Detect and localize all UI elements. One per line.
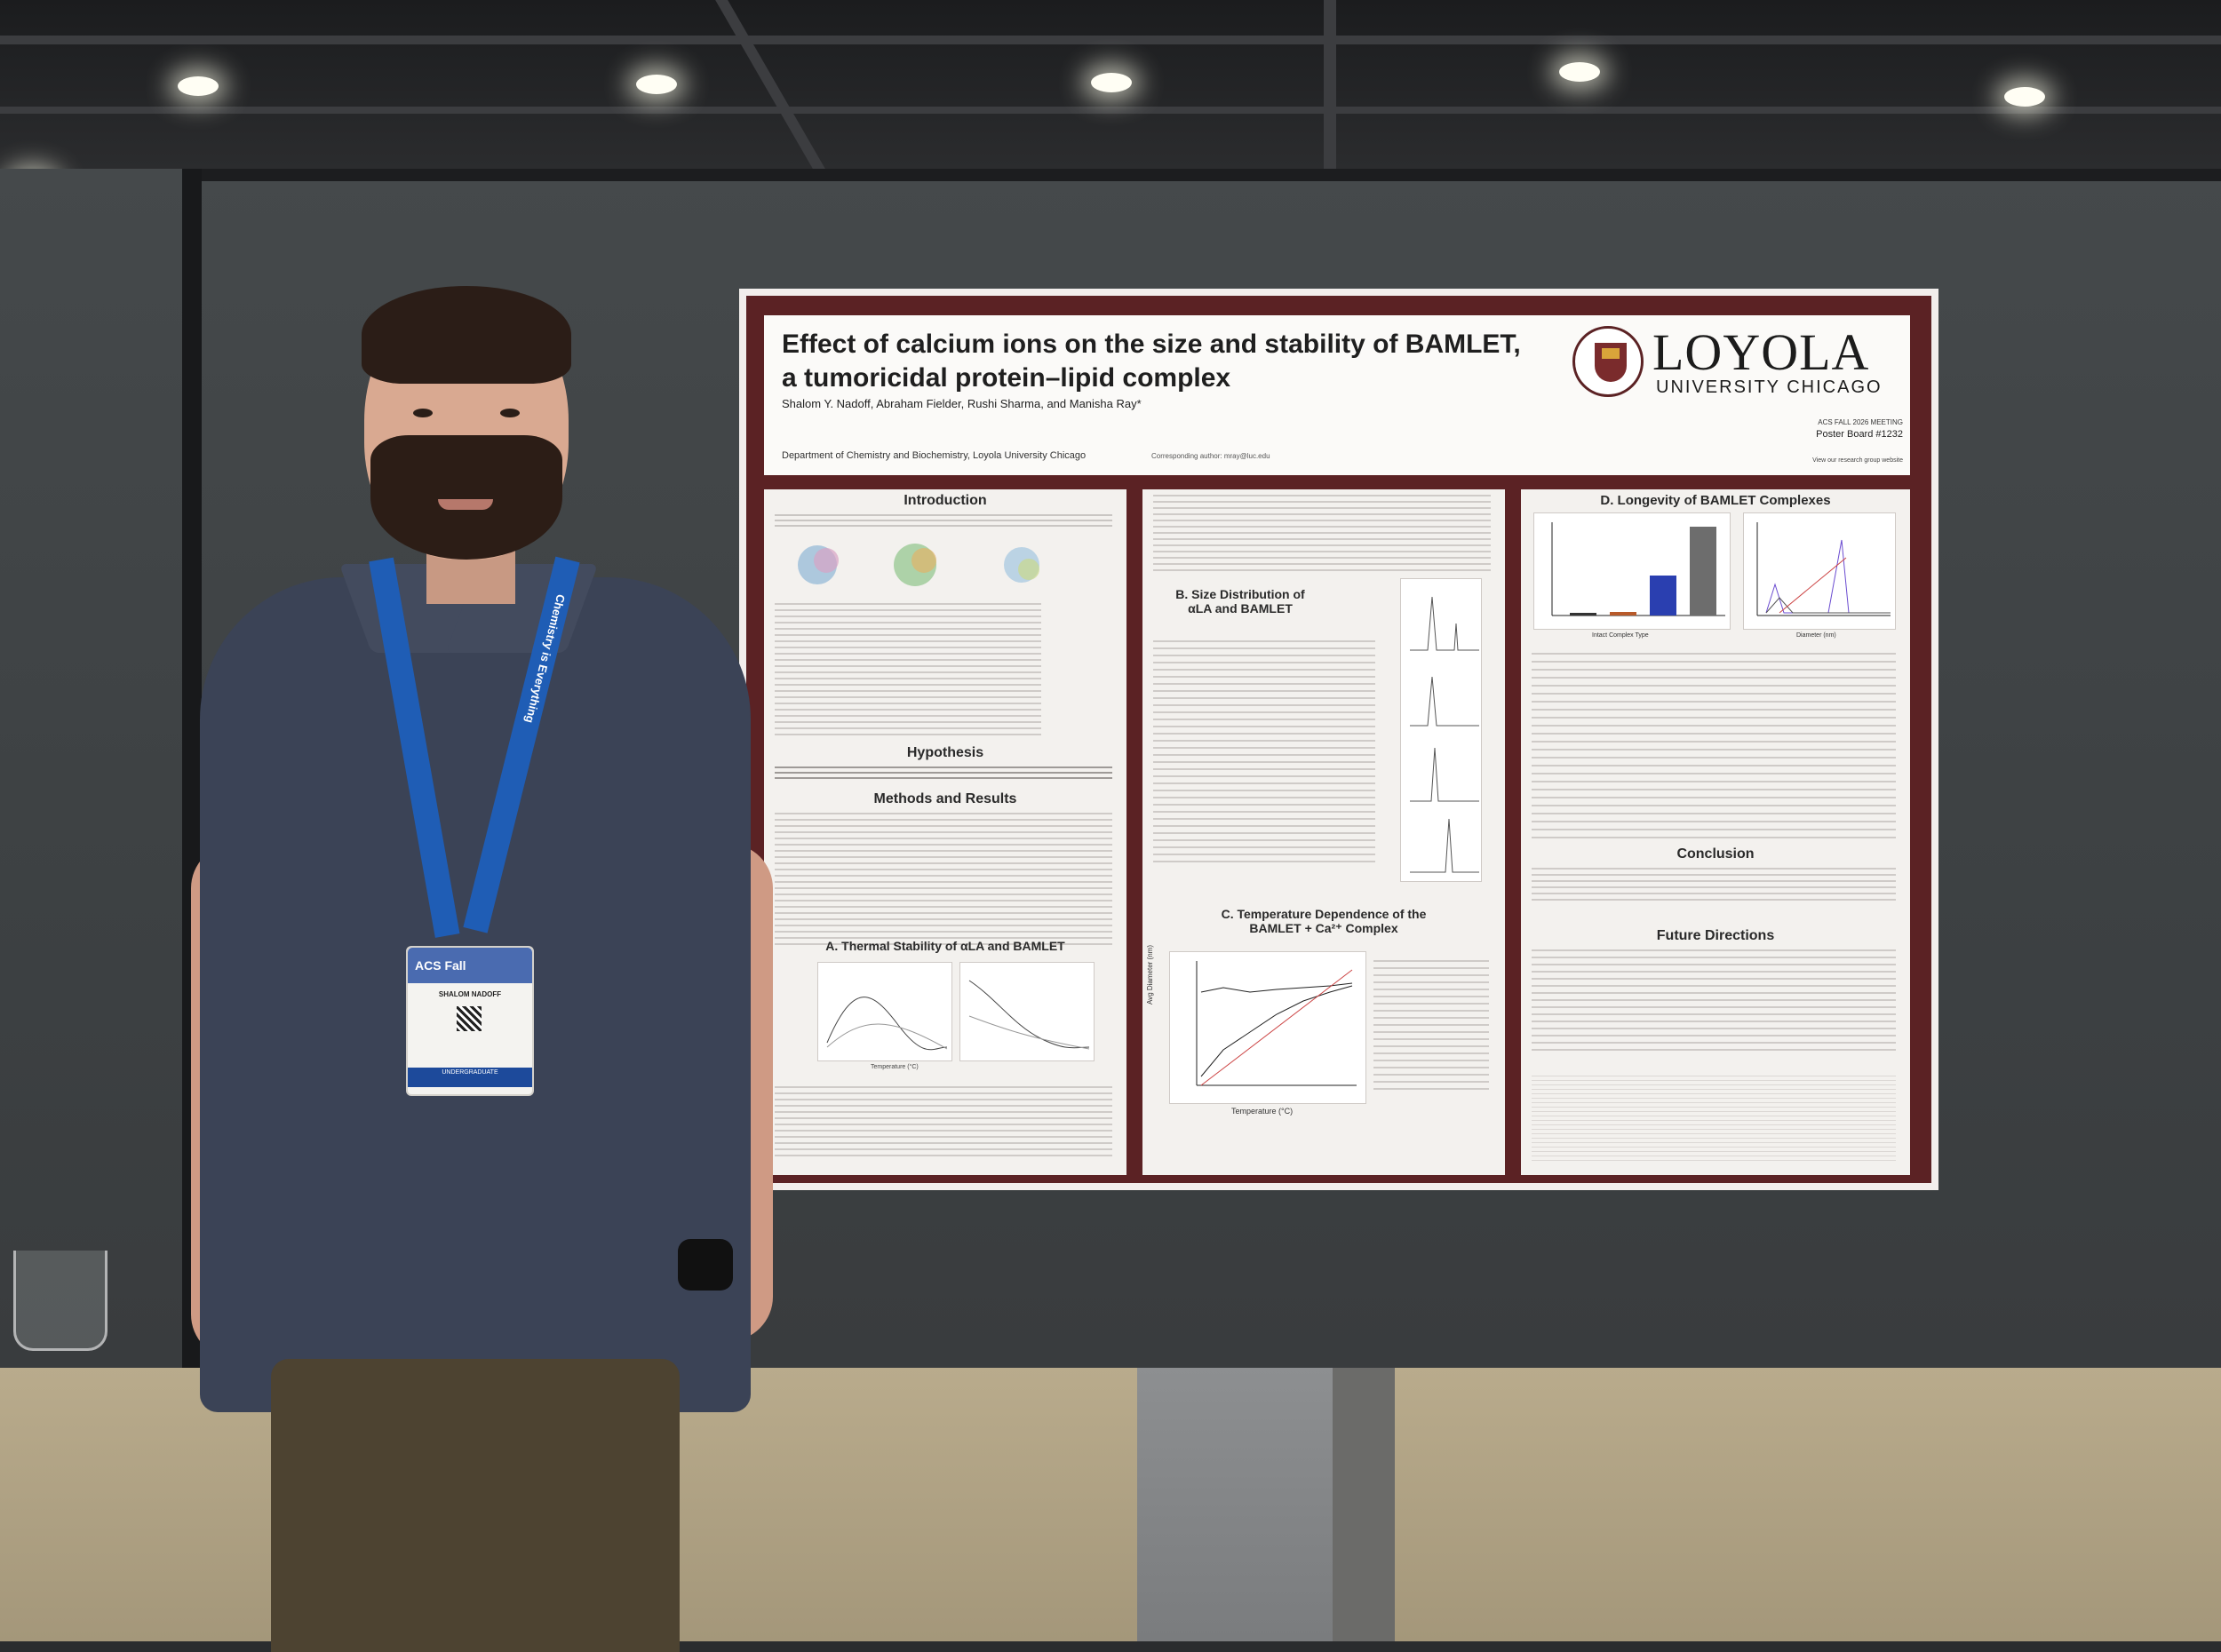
heading-line: C. Temperature Dependence of the	[1221, 907, 1427, 921]
qr-code-icon	[457, 1006, 482, 1031]
longevity-bar-plot	[1551, 522, 1725, 616]
ceiling-light	[1559, 62, 1600, 82]
presenter: Chemistry is Everything ACS Fall SHALOM …	[173, 286, 777, 1652]
longevity-line-chart	[1743, 512, 1896, 630]
thermal-curve-plot	[968, 980, 1090, 1050]
body-text-block	[1373, 960, 1489, 1093]
ceiling-light	[178, 76, 219, 96]
website-hint: View our research group website	[1812, 457, 1903, 464]
section-heading-conclusion: Conclusion	[1676, 846, 1755, 862]
poster-column-3: D. Longevity of BAMLET Complexes Intact …	[1521, 489, 1910, 1175]
diameter-axis-label: Diameter (nm)	[1796, 632, 1836, 639]
university-wordmark: LOYOLA	[1652, 323, 1870, 381]
poster-header: Effect of calcium ions on the size and s…	[764, 315, 1910, 475]
university-subtitle: UNIVERSITY CHICAGO	[1656, 377, 1883, 397]
title-line-1: Effect of calcium ions on the size and s…	[782, 330, 1521, 359]
avg-diameter-axis-label: Avg Diameter (nm)	[1146, 945, 1154, 1005]
plastic-cup	[13, 1251, 107, 1351]
poster-affiliation: Department of Chemistry and Biochemistry…	[782, 450, 1087, 461]
body-text-block	[1532, 949, 1896, 1056]
body-text-block	[775, 603, 1041, 736]
ceiling-beam	[715, 0, 825, 169]
eye	[500, 409, 520, 417]
badge-role: UNDERGRADUATE	[408, 1068, 532, 1087]
eye	[413, 409, 433, 417]
ceiling-beam	[1324, 0, 1336, 169]
section-heading-size-distribution: B. Size Distribution of αLA and BAMLET	[1142, 587, 1338, 616]
thermal-axis-label: Temperature (°C)	[871, 1064, 919, 1070]
corresponding-author: Corresponding author: mray@luc.edu	[1151, 452, 1270, 460]
ceiling	[0, 0, 2221, 194]
heading-line: BAMLET + Ca²⁺ Complex	[1249, 921, 1398, 935]
meeting-name: ACS FALL 2026 MEETING	[1818, 418, 1903, 426]
wristwatch-icon	[678, 1239, 733, 1291]
ceiling-beam	[0, 107, 2221, 114]
body-text-block	[775, 813, 1112, 946]
research-poster: Effect of calcium ions on the size and s…	[739, 289, 1938, 1190]
poster-title: Effect of calcium ions on the size and s…	[782, 328, 1564, 395]
seal-shield-stripe	[1602, 348, 1620, 359]
section-heading-thermal: A. Thermal Stability of αLA and BAMLET	[825, 939, 1065, 953]
references-block	[1532, 1076, 1896, 1164]
poster-authors: Shalom Y. Nadoff, Abraham Fielder, Rushi…	[782, 397, 1142, 410]
section-heading-longevity: D. Longevity of BAMLET Complexes	[1600, 493, 1831, 508]
intact-complex-axis-label: Intact Complex Type	[1592, 632, 1649, 639]
beard	[370, 435, 562, 560]
longevity-bar-chart	[1533, 512, 1731, 630]
floor-strip	[1333, 1368, 1395, 1641]
title-line-2: a tumoricidal protein–lipid complex	[782, 363, 1231, 393]
thermal-curve-plot	[826, 997, 948, 1051]
body-text-block	[775, 1086, 1112, 1157]
body-text-block	[1153, 495, 1491, 575]
temperature-diameter-chart	[1169, 951, 1366, 1104]
thermal-stability-chart-1	[817, 962, 952, 1061]
ceiling-light	[636, 75, 677, 94]
university-seal-icon	[1572, 326, 1644, 397]
thermal-stability-chart-2	[959, 962, 1095, 1061]
badge-name: SHALOM NADOFF	[438, 990, 502, 998]
size-distribution-chart	[1400, 578, 1482, 882]
body-text-block	[775, 766, 1112, 779]
section-heading-temperature: C. Temperature Dependence of the BAMLET …	[1142, 907, 1505, 936]
body-text-block	[775, 514, 1112, 530]
poster-board-number: Poster Board #1232	[1816, 429, 1903, 440]
poster-board-frame	[182, 169, 2221, 1363]
mouth	[438, 499, 493, 510]
heading-line: B. Size Distribution of	[1175, 587, 1305, 601]
hair	[362, 286, 571, 384]
floor-strip	[1137, 1368, 1333, 1641]
protein-structure-images	[798, 544, 1039, 586]
pants	[271, 1359, 680, 1652]
ceiling-light	[2004, 87, 2045, 107]
temperature-axis-label: Temperature (°C)	[1231, 1107, 1294, 1116]
body-text-block	[1153, 640, 1375, 862]
name-badge: ACS Fall SHALOM NADOFF UNDERGRADUATE	[406, 946, 534, 1096]
size-distribution-plot	[1410, 596, 1479, 873]
poster-column-2: B. Size Distribution of αLA and BAMLET C…	[1142, 489, 1505, 1175]
body-text-block	[1532, 653, 1896, 839]
heading-line: αLA and BAMLET	[1188, 601, 1293, 616]
temperature-diameter-plot	[1196, 961, 1357, 1086]
section-heading-methods: Methods and Results	[873, 791, 1017, 806]
poster-column-1: Introduction Hypothesis Methods and Resu…	[764, 489, 1126, 1175]
badge-event: ACS Fall	[408, 948, 532, 983]
longevity-line-plot	[1756, 522, 1891, 616]
ceiling-beam	[0, 36, 2221, 44]
body-text-block	[1532, 868, 1896, 903]
section-heading-introduction: Introduction	[904, 493, 987, 508]
ceiling-light	[1091, 73, 1132, 92]
section-heading-hypothesis: Hypothesis	[906, 745, 984, 760]
section-heading-future: Future Directions	[1656, 928, 1775, 943]
